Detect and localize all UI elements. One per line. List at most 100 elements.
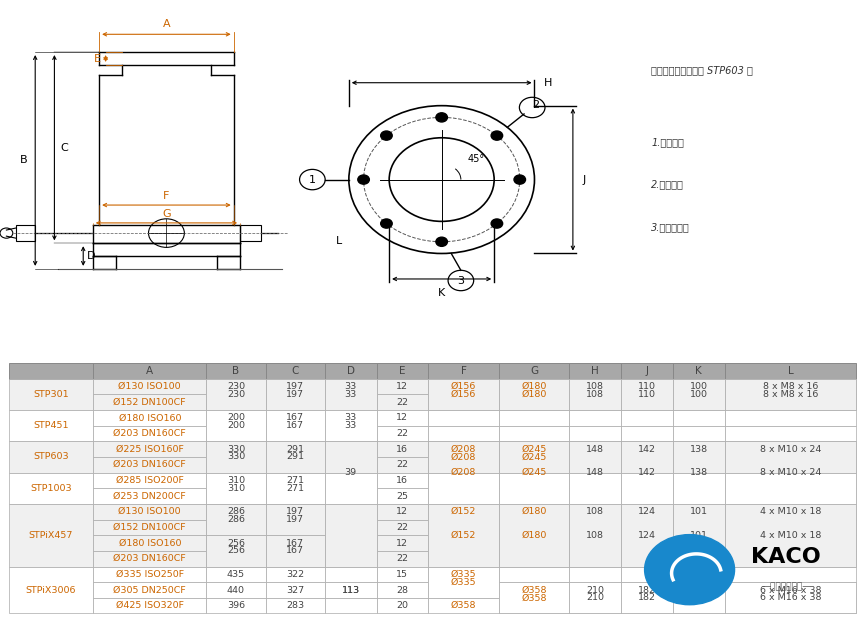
Bar xyxy=(93,488,206,504)
Text: 108: 108 xyxy=(586,382,605,391)
Bar xyxy=(324,473,376,504)
Text: 22: 22 xyxy=(396,460,408,470)
Bar xyxy=(206,504,266,520)
Bar xyxy=(673,379,725,394)
Bar xyxy=(499,520,569,535)
Bar xyxy=(324,582,376,598)
Text: Ø203 DN160CF: Ø203 DN160CF xyxy=(113,429,186,438)
Bar xyxy=(725,457,856,473)
Bar xyxy=(621,567,673,582)
Text: 100: 100 xyxy=(689,382,708,391)
Bar xyxy=(266,504,324,535)
Bar xyxy=(725,488,856,504)
Bar xyxy=(324,457,376,473)
Circle shape xyxy=(0,228,13,238)
Text: 138: 138 xyxy=(689,468,708,477)
Text: G: G xyxy=(530,366,538,376)
Text: 197: 197 xyxy=(286,382,304,391)
Bar xyxy=(324,504,376,567)
Text: 283: 283 xyxy=(286,601,304,610)
Text: 33: 33 xyxy=(344,421,356,430)
Text: 22: 22 xyxy=(396,429,408,438)
Text: 142: 142 xyxy=(638,444,656,454)
Bar xyxy=(376,551,428,567)
Bar xyxy=(673,535,725,551)
Bar xyxy=(725,426,856,441)
Bar xyxy=(266,410,324,426)
Bar xyxy=(324,567,376,582)
Text: 2: 2 xyxy=(532,100,539,110)
Bar xyxy=(266,457,324,473)
Bar xyxy=(725,394,856,410)
Bar xyxy=(569,582,621,598)
Text: 440: 440 xyxy=(227,585,245,595)
Circle shape xyxy=(491,131,503,140)
Text: 230: 230 xyxy=(227,382,245,391)
Bar xyxy=(206,535,266,567)
Bar xyxy=(206,535,266,551)
Text: G: G xyxy=(162,209,170,219)
Bar xyxy=(621,426,673,441)
Bar xyxy=(206,379,266,394)
Text: 1: 1 xyxy=(309,175,316,185)
Bar xyxy=(725,582,856,598)
Text: Ø180: Ø180 xyxy=(522,531,547,540)
Text: L: L xyxy=(788,366,793,376)
Bar xyxy=(206,473,266,488)
Text: 45°: 45° xyxy=(467,154,484,164)
Circle shape xyxy=(436,113,447,122)
Text: Ø305 DN250CF: Ø305 DN250CF xyxy=(113,585,186,595)
Text: 备注：图中显示的为 STP603 泵: 备注：图中显示的为 STP603 泵 xyxy=(651,66,753,76)
Bar xyxy=(725,441,856,457)
Text: H: H xyxy=(544,78,553,88)
Text: 230: 230 xyxy=(227,390,245,399)
Bar xyxy=(9,363,93,379)
Text: 33: 33 xyxy=(344,413,356,423)
Text: K: K xyxy=(695,366,702,376)
Bar xyxy=(428,551,499,567)
Text: 291: 291 xyxy=(286,444,304,454)
Bar xyxy=(376,504,428,520)
Bar xyxy=(93,598,206,613)
Bar xyxy=(266,582,324,598)
Text: 197: 197 xyxy=(286,515,304,524)
Text: 22: 22 xyxy=(396,398,408,407)
Bar xyxy=(428,394,499,410)
Text: 310: 310 xyxy=(227,484,245,493)
Bar xyxy=(673,582,725,613)
Bar xyxy=(206,520,266,535)
Polygon shape xyxy=(660,547,714,592)
Bar xyxy=(673,441,725,457)
Bar xyxy=(428,504,499,567)
Text: Ø180: Ø180 xyxy=(522,507,547,516)
Text: Ø180 ISO160: Ø180 ISO160 xyxy=(119,413,181,423)
Text: 25: 25 xyxy=(396,491,408,501)
Bar xyxy=(376,394,428,410)
FancyBboxPatch shape xyxy=(240,225,260,241)
Text: 210: 210 xyxy=(586,585,605,595)
Text: 330: 330 xyxy=(227,444,245,454)
Bar xyxy=(499,441,569,473)
Text: STP451: STP451 xyxy=(33,421,68,430)
Bar xyxy=(428,488,499,504)
Bar xyxy=(376,567,428,582)
Text: 16: 16 xyxy=(396,444,408,454)
Circle shape xyxy=(149,219,184,247)
Bar xyxy=(93,520,206,535)
Bar xyxy=(673,551,725,567)
Bar xyxy=(725,535,856,551)
Bar xyxy=(266,598,324,613)
Bar xyxy=(93,410,206,426)
Bar xyxy=(725,379,856,394)
Bar xyxy=(673,473,725,488)
Bar xyxy=(376,410,428,426)
Text: Ø180: Ø180 xyxy=(522,382,547,391)
Bar xyxy=(569,582,621,613)
Bar xyxy=(206,410,266,426)
Bar xyxy=(725,473,856,488)
Bar xyxy=(673,582,725,598)
Bar xyxy=(206,488,266,504)
Text: STP1003: STP1003 xyxy=(30,484,72,493)
Text: L: L xyxy=(336,236,343,246)
Text: 291: 291 xyxy=(286,453,304,461)
